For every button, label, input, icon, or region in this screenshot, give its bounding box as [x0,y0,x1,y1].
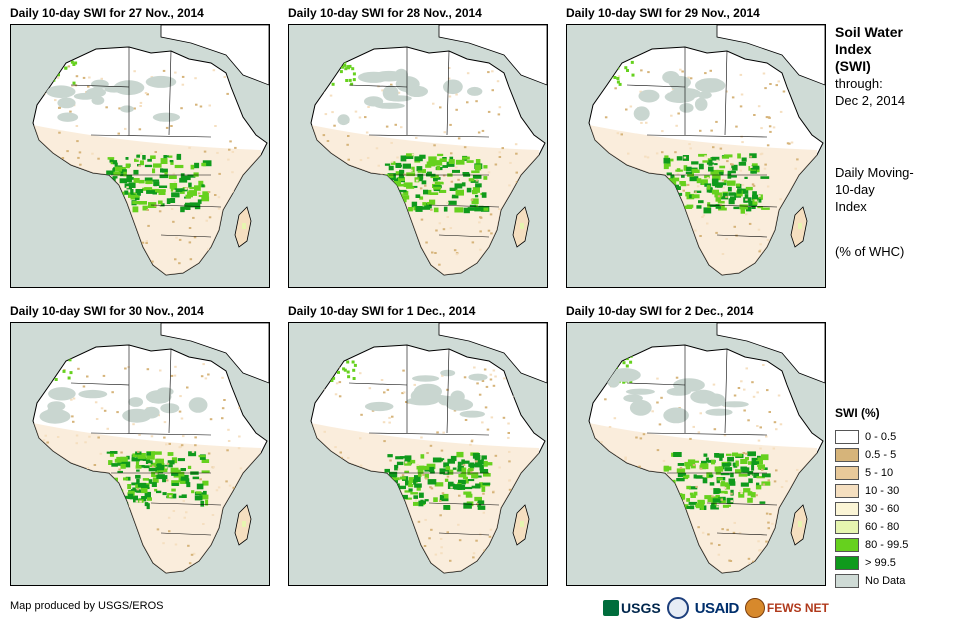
index-description: Daily Moving- 10-day Index [835,165,914,214]
legend-swatch [835,520,859,534]
index-title: Soil Water Index (SWI) through: Dec 2, 2… [835,24,906,108]
legend-item: 60 - 80 [835,518,960,536]
legend-label: 0 - 0.5 [865,431,897,443]
legend-swatch [835,574,859,588]
panel-title: Daily 10-day SWI for 27 Nov., 2014 [10,6,204,20]
panel-title: Daily 10-day SWI for 28 Nov., 2014 [288,6,482,20]
legend-label: > 99.5 [865,557,896,569]
legend-swatch [835,466,859,480]
legend-swatch [835,430,859,444]
legend-swatch [835,448,859,462]
panel-title: Daily 10-day SWI for 1 Dec., 2014 [288,304,476,318]
legend: SWI (%) 0 - 0.5 0.5 - 5 5 - 10 10 - 30 30 - … [835,406,960,590]
fews-net-logo: FEWS NET [744,598,829,618]
legend-item: 30 - 60 [835,500,960,518]
legend-item: 0 - 0.5 [835,428,960,446]
legend-item: 0.5 - 5 [835,446,960,464]
panel-title: Daily 10-day SWI for 2 Dec., 2014 [566,304,754,318]
swi-map [288,24,548,288]
legend-label: No Data [865,575,906,587]
legend-swatch [835,484,859,498]
legend-label: 0.5 - 5 [865,449,897,461]
legend-item: 10 - 30 [835,482,960,500]
logo-strip: USGS USAID FEWS NET [603,594,829,622]
legend-item: 5 - 10 [835,464,960,482]
legend-label: 80 - 99.5 [865,539,909,551]
usgs-logo: USGS [603,600,661,616]
swi-map [10,24,270,288]
globe-icon [744,598,765,618]
legend-label: 60 - 80 [865,521,900,533]
legend-label: 10 - 30 [865,485,900,497]
legend-label: 5 - 10 [865,467,894,479]
legend-item: > 99.5 [835,554,960,572]
usaid-logo: USAID [694,599,740,617]
panel-title: Daily 10-day SWI for 29 Nov., 2014 [566,6,760,20]
swi-map [566,322,826,586]
credit-text: Map produced by USGS/EROS [10,600,164,612]
swi-map [566,24,826,288]
legend-swatch [835,556,859,570]
legend-title: SWI (%) [835,406,880,420]
legend-item: 80 - 99.5 [835,536,960,554]
usgs-mark-icon [603,600,619,616]
seal-icon [666,597,689,619]
legend-swatch [835,538,859,552]
index-unit: (% of WHC) [835,244,905,259]
swi-map [288,322,548,586]
swi-map [10,322,270,586]
panel-title: Daily 10-day SWI for 30 Nov., 2014 [10,304,204,318]
legend-swatch [835,502,859,516]
legend-item: No Data [835,572,960,590]
legend-label: 30 - 60 [865,503,900,515]
